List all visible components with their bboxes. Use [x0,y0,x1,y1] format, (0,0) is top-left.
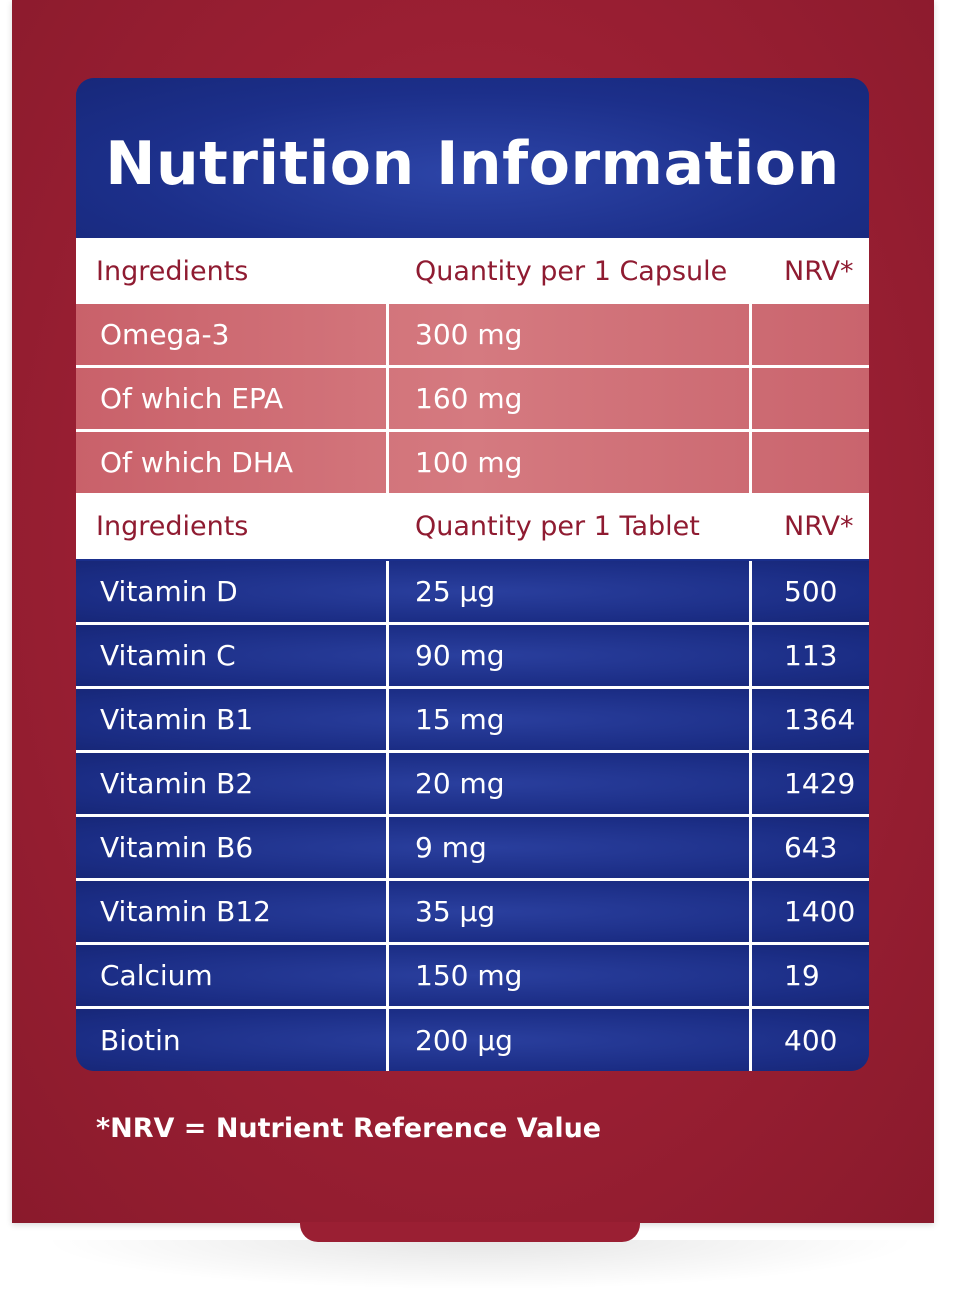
ingredient-name: Calcium [100,959,213,992]
ingredient-quantity: 9 mg [415,831,487,864]
ingredient-nrv [752,432,869,493]
capsule-header-row: Ingredients Quantity per 1 Capsule NRV* [76,238,869,304]
row-divider [76,429,869,432]
tablet-row: Vitamin B6 9 mg 643 [76,817,869,878]
nutrition-panel: Nutrition Information Ingredients Quanti… [76,78,869,1071]
ingredient-nrv: 1429 [784,767,856,800]
ingredient-nrv: 113 [784,639,838,672]
ingredient-name: Of which EPA [100,382,284,415]
nrv-footnote: *NRV = Nutrient Reference Value [96,1113,602,1144]
ingredient-name: Of which DHA [100,446,294,479]
ingredient-nrv: 643 [784,831,838,864]
capsule-row: Of which DHA 100 mg [76,432,869,493]
tablet-row: Vitamin C 90 mg 113 [76,625,869,686]
ingredient-nrv: 1364 [784,703,856,736]
ingredient-name: Omega-3 [100,318,230,351]
ingredient-quantity: 20 mg [415,767,505,800]
capsule-header-nrv: NRV* [784,255,854,287]
ingredient-quantity: 300 mg [415,318,523,351]
ingredient-nrv: 1400 [784,895,856,928]
row-divider [76,686,869,689]
floor-shadow [40,1240,920,1290]
ingredient-name: Vitamin B1 [100,703,254,736]
row-divider [76,750,869,753]
ingredient-nrv: 19 [784,959,820,992]
capsule-row: Of which EPA 160 mg [76,368,869,429]
ingredient-quantity: 90 mg [415,639,505,672]
ingredient-name: Biotin [100,1023,181,1057]
tablet-row: Vitamin D 25 µg 500 [76,561,869,622]
ingredient-nrv [752,304,869,365]
tablet-header-nrv: NRV* [784,510,854,542]
ingredient-quantity: 160 mg [415,382,523,415]
tablet-row: Vitamin B1 15 mg 1364 [76,689,869,750]
row-divider [76,942,869,945]
tablet-row: Vitamin B2 20 mg 1429 [76,753,869,814]
ingredient-name: Vitamin B2 [100,767,254,800]
ingredient-nrv: 500 [784,575,838,608]
row-divider [76,622,869,625]
ingredient-name: Vitamin B6 [100,831,254,864]
panel-header: Nutrition Information [76,78,869,238]
capsule-header-ingredients: Ingredients [96,255,249,287]
ingredient-quantity: 35 µg [415,895,496,928]
row-divider [76,365,869,368]
ingredient-name: Vitamin D [100,575,238,608]
tablet-header-quantity: Quantity per 1 Tablet [415,510,700,542]
row-divider [76,878,869,881]
tablet-row: Vitamin B12 35 µg 1400 [76,881,869,942]
capsule-row: Omega-3 300 mg [76,304,869,365]
ingredient-quantity: 15 mg [415,703,505,736]
tablet-header-row: Ingredients Quantity per 1 Tablet NRV* [76,493,869,559]
ingredient-quantity: 150 mg [415,959,523,992]
row-divider [76,1006,869,1009]
tablet-row: Calcium 150 mg 19 [76,945,869,1006]
ingredient-quantity: 25 µg [415,575,496,608]
ingredient-quantity: 200 µg [415,1023,513,1057]
row-divider [76,814,869,817]
bottom-tab [300,1222,640,1242]
ingredient-nrv: 400 [784,1023,838,1057]
tablet-header-ingredients: Ingredients [96,510,249,542]
ingredient-name: Vitamin C [100,639,236,672]
panel-title: Nutrition Information [105,129,840,199]
ingredient-quantity: 100 mg [415,446,523,479]
tablet-row: Biotin 200 µg 400 [76,1009,869,1071]
capsule-header-quantity: Quantity per 1 Capsule [415,255,728,287]
ingredient-name: Vitamin B12 [100,895,271,928]
ingredient-nrv [752,368,869,429]
